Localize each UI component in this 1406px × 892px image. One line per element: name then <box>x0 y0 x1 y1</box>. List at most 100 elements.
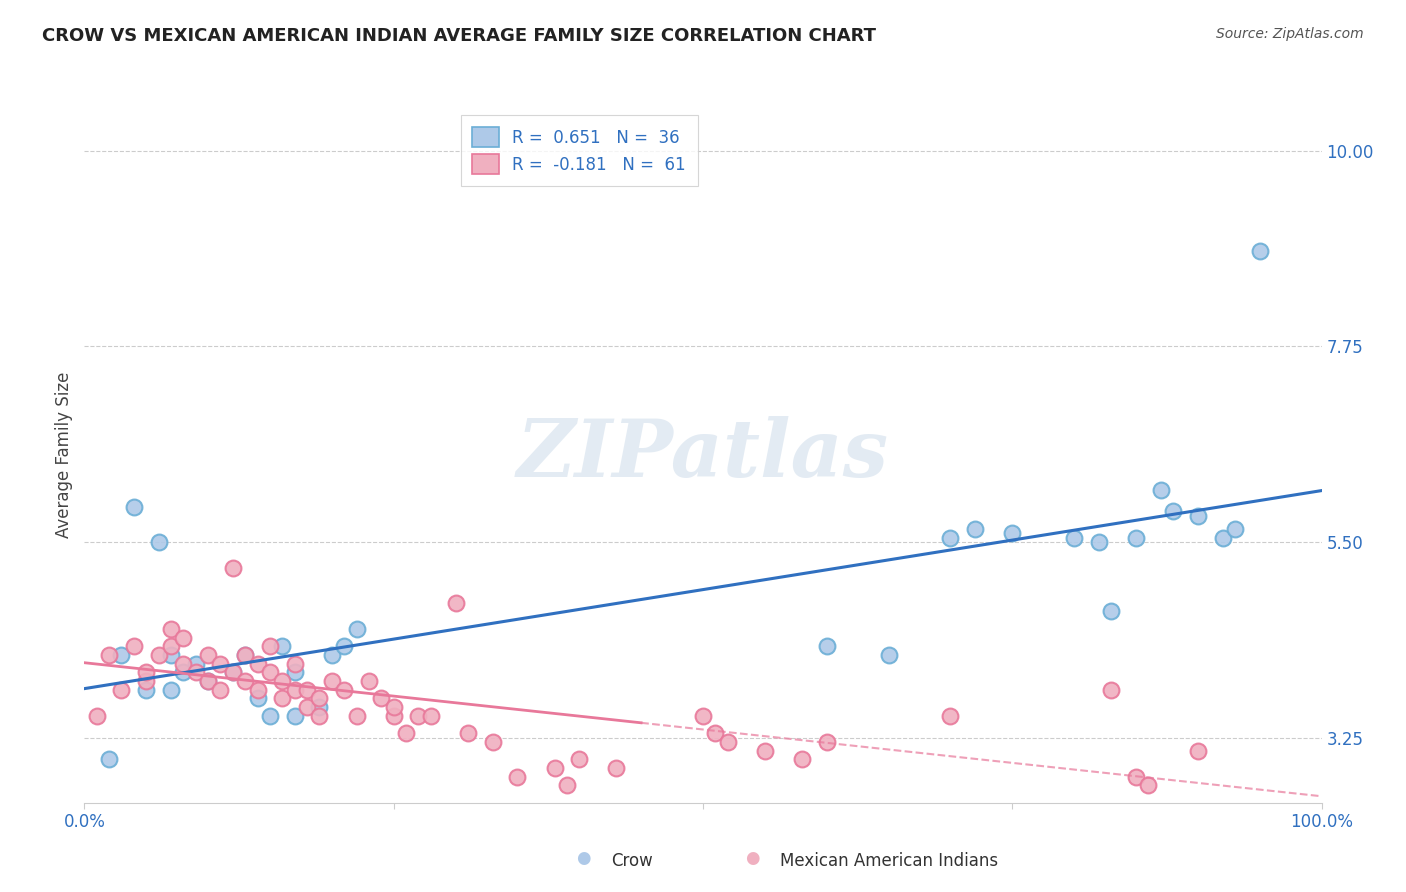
Point <box>271 674 294 689</box>
Point <box>233 648 256 662</box>
Point <box>815 735 838 749</box>
Point <box>184 665 207 680</box>
Point <box>172 631 194 645</box>
Point <box>284 665 307 680</box>
Point <box>457 726 479 740</box>
Point <box>233 648 256 662</box>
Point <box>1099 605 1122 619</box>
Point <box>259 708 281 723</box>
Legend: R =  0.651   N =  36, R =  -0.181   N =  61: R = 0.651 N = 36, R = -0.181 N = 61 <box>461 115 697 186</box>
Point <box>1150 483 1173 497</box>
Point <box>308 700 330 714</box>
Point <box>346 708 368 723</box>
Point <box>222 561 245 575</box>
Point <box>790 752 813 766</box>
Point <box>295 682 318 697</box>
Point <box>160 622 183 636</box>
Point <box>408 708 430 723</box>
Point <box>110 682 132 697</box>
Point <box>259 639 281 653</box>
Point <box>197 674 219 689</box>
Point <box>506 770 529 784</box>
Point <box>815 639 838 653</box>
Point <box>197 648 219 662</box>
Point <box>148 535 170 549</box>
Point <box>1137 778 1160 793</box>
Point <box>308 708 330 723</box>
Text: CROW VS MEXICAN AMERICAN INDIAN AVERAGE FAMILY SIZE CORRELATION CHART: CROW VS MEXICAN AMERICAN INDIAN AVERAGE … <box>42 27 876 45</box>
Point <box>209 682 232 697</box>
Point <box>284 708 307 723</box>
Point <box>184 657 207 671</box>
Point <box>259 665 281 680</box>
Point <box>284 682 307 697</box>
Point <box>1212 531 1234 545</box>
Point <box>321 648 343 662</box>
Point <box>222 665 245 680</box>
Point <box>543 761 565 775</box>
Point <box>160 639 183 653</box>
Point <box>160 648 183 662</box>
Point <box>160 682 183 697</box>
Point <box>555 778 578 793</box>
Point <box>284 657 307 671</box>
Point <box>605 761 627 775</box>
Point <box>98 752 121 766</box>
Point <box>271 691 294 706</box>
Point <box>233 674 256 689</box>
Point <box>939 708 962 723</box>
Point <box>333 639 356 653</box>
Text: ZIPatlas: ZIPatlas <box>517 417 889 493</box>
Point <box>122 500 145 514</box>
Point <box>1001 526 1024 541</box>
Point <box>754 744 776 758</box>
Point <box>939 531 962 545</box>
Point <box>98 648 121 662</box>
Point <box>965 522 987 536</box>
Point <box>568 752 591 766</box>
Point <box>295 700 318 714</box>
Point <box>395 726 418 740</box>
Point <box>333 682 356 697</box>
Text: Source: ZipAtlas.com: Source: ZipAtlas.com <box>1216 27 1364 41</box>
Point <box>86 708 108 723</box>
Point <box>135 682 157 697</box>
Point <box>717 735 740 749</box>
Point <box>419 708 441 723</box>
Point <box>382 708 405 723</box>
Point <box>172 657 194 671</box>
Point <box>692 708 714 723</box>
Point <box>321 674 343 689</box>
Y-axis label: Average Family Size: Average Family Size <box>55 372 73 538</box>
Point <box>1187 744 1209 758</box>
Point <box>346 622 368 636</box>
Point <box>209 657 232 671</box>
Text: Mexican American Indians: Mexican American Indians <box>780 852 998 870</box>
Point <box>197 674 219 689</box>
Point <box>1125 770 1147 784</box>
Text: ●: ● <box>745 849 759 867</box>
Point <box>1125 531 1147 545</box>
Point <box>222 665 245 680</box>
Point <box>135 665 157 680</box>
Point <box>1161 504 1184 518</box>
Point <box>1063 531 1085 545</box>
Point <box>444 596 467 610</box>
Point <box>357 674 380 689</box>
Point <box>481 735 503 749</box>
Point <box>1088 535 1111 549</box>
Point <box>122 639 145 653</box>
Point <box>246 691 269 706</box>
Text: Crow: Crow <box>612 852 654 870</box>
Point <box>308 691 330 706</box>
Point <box>1187 508 1209 523</box>
Point <box>271 639 294 653</box>
Point <box>246 682 269 697</box>
Point <box>877 648 900 662</box>
Point <box>704 726 727 740</box>
Point <box>246 657 269 671</box>
Point <box>1223 522 1246 536</box>
Point <box>135 674 157 689</box>
Point <box>1099 682 1122 697</box>
Point <box>1249 244 1271 258</box>
